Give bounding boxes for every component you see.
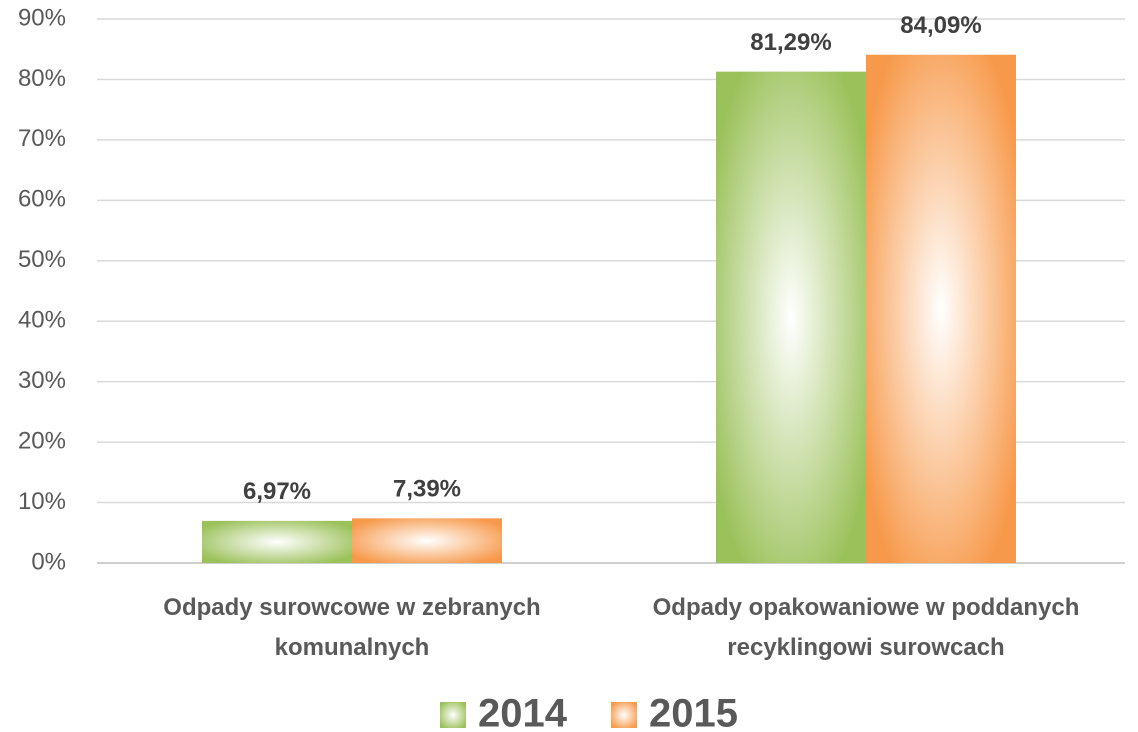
- legend-label: 2014: [478, 692, 568, 732]
- legend-swatch: [440, 702, 466, 728]
- value-label: 84,09%: [900, 12, 981, 39]
- legend-swatch: [610, 702, 637, 728]
- y-tick-label: 50%: [18, 246, 66, 273]
- y-tick-label: 40%: [18, 307, 66, 334]
- y-tick-label: 10%: [18, 488, 66, 515]
- y-tick-label: 30%: [18, 367, 66, 394]
- y-tick-label: 20%: [18, 427, 66, 454]
- value-label: 81,29%: [750, 29, 831, 56]
- y-tick-label: 90%: [18, 4, 66, 31]
- y-tick-label: 80%: [18, 65, 66, 92]
- y-tick-label: 0%: [31, 548, 66, 575]
- x-tick-label: Odpady surowcowe w zebranych komunalnych: [163, 594, 541, 661]
- x-tick-label: Odpady opakowaniowe w poddanych recyklin…: [652, 594, 1080, 661]
- y-tick-label: 70%: [18, 125, 66, 152]
- y-tick-label: 60%: [18, 186, 66, 213]
- legend-label: 2015: [649, 692, 738, 732]
- value-label: 6,97%: [243, 478, 311, 505]
- value-label: 7,39%: [393, 476, 461, 503]
- bar: [202, 520, 352, 563]
- bar: [866, 54, 1016, 564]
- bar: [716, 71, 866, 564]
- bar: [352, 518, 502, 563]
